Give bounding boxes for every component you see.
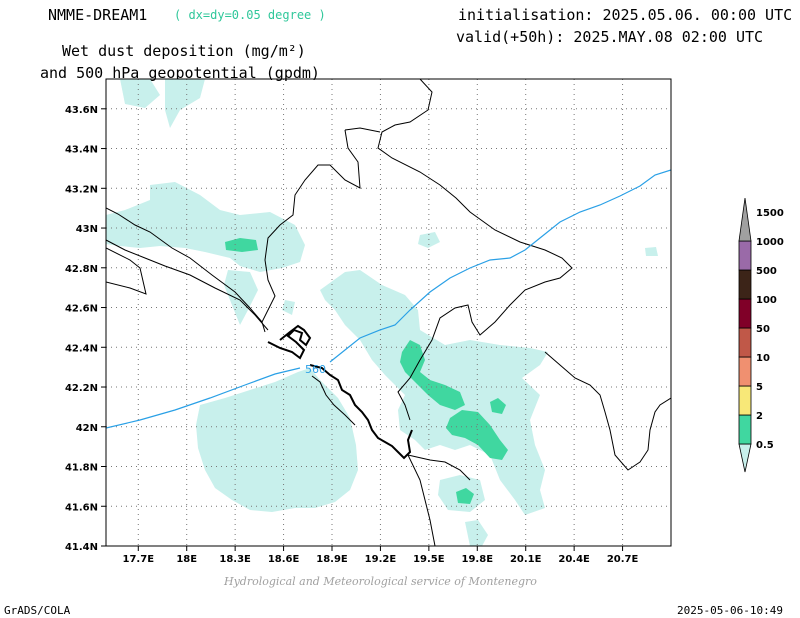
coastline-detail <box>311 375 356 426</box>
lon-tick-label: 18.9E <box>316 554 348 565</box>
model-name: NMME-DREAM1 <box>48 6 148 24</box>
colorbar-label: 10 <box>756 353 770 364</box>
dust-area-2 <box>456 488 474 504</box>
colorbar-swatch <box>738 197 752 242</box>
lon-tick-label: 20.1E <box>510 554 542 565</box>
contour-label: 560 <box>305 363 326 376</box>
dust-area-0.5 <box>106 182 305 272</box>
dust-area-0.5 <box>165 79 205 128</box>
border-line <box>544 351 671 471</box>
lat-tick-label: 42.2N <box>65 383 98 394</box>
lon-tick-label: 19.8E <box>462 554 494 565</box>
title-line-2: and 500 hPa geopotential (gpdm) <box>40 64 320 82</box>
grid-lines <box>106 79 671 546</box>
lon-tick-label: 18.6E <box>268 554 300 565</box>
lat-tick-label: 42.4N <box>65 343 98 354</box>
colorbar-label: 0.5 <box>756 440 774 451</box>
lon-tick-label: 19.5E <box>413 554 445 565</box>
lat-tick-label: 43N <box>76 224 98 235</box>
lat-axis: 41.4N 41.6N 41.8N 42N 42.2N 42.4N 42.6N 42.8N 43… <box>65 105 106 553</box>
dust-area-0.5 <box>645 247 658 256</box>
lon-tick-label: 20.7E <box>607 554 639 565</box>
colorbar-swatch <box>738 385 752 416</box>
lon-tick-label: 17.7E <box>123 554 155 565</box>
dust-area-2 <box>225 238 258 252</box>
lat-tick-label: 43.6N <box>65 105 98 116</box>
software-label: GrADS/COLA <box>4 604 71 617</box>
colorbar-label: 1000 <box>756 237 784 248</box>
colorbar-swatch <box>738 443 752 473</box>
title-line-1: Wet dust deposition (mg/m²) <box>62 42 306 60</box>
colorbar-swatch <box>738 356 752 387</box>
colorbar-label: 100 <box>756 295 777 306</box>
colorbar-label: 500 <box>756 266 777 277</box>
colorbar-label: 50 <box>756 324 770 335</box>
plot-timestamp: 2025-05-06-10:49 <box>677 604 783 617</box>
lat-tick-label: 42.6N <box>65 304 98 315</box>
lat-tick-label: 41.8N <box>65 463 98 474</box>
border-line <box>407 454 436 546</box>
lon-axis: 17.7E 18E 18.3E 18.6E 18.9E 19.2E 19.5E 19.8E 20… <box>123 546 639 565</box>
border-line <box>106 247 147 295</box>
lat-tick-label: 41.4N <box>65 542 98 553</box>
initialisation-time: initialisation: 2025.05.06. 00:00 UTC <box>458 6 793 24</box>
lat-tick-label: 42.8N <box>65 264 98 275</box>
plot-frame <box>105 78 672 547</box>
border-line <box>261 129 361 333</box>
colorbar-label: 5 <box>756 382 763 393</box>
valid-time: valid(+50h): 2025.MAY.08 02:00 UTC <box>456 28 764 46</box>
border-line <box>377 79 573 421</box>
colorbar-swatch <box>738 327 752 358</box>
border-line <box>344 127 381 133</box>
lon-tick-label: 20.4E <box>558 554 590 565</box>
dust-area-0.5 <box>224 270 258 325</box>
lat-tick-label: 42N <box>76 423 98 434</box>
lon-tick-label: 18E <box>176 554 197 565</box>
border-line <box>407 454 471 481</box>
dust-area-2 <box>400 340 465 410</box>
coastline <box>267 324 413 460</box>
dust-area-2 <box>490 398 506 414</box>
dust-area-0.5 <box>282 300 295 315</box>
dust-area-0.5 <box>120 79 160 108</box>
resolution-label: ( dx=dy=0.05 degree ) <box>174 8 326 22</box>
colorbar-swatch <box>738 240 752 271</box>
colorbar-swatch <box>738 269 752 300</box>
geopotential-contour-560 <box>106 169 671 429</box>
colorbar-swatch <box>738 298 752 329</box>
border-line <box>106 207 263 323</box>
dust-area-0.5 <box>465 520 488 546</box>
colorbar-label: 1500 <box>756 208 784 219</box>
lon-tick-label: 19.2E <box>365 554 397 565</box>
lat-tick-label: 43.4N <box>65 145 98 156</box>
lat-tick-label: 41.6N <box>65 502 98 513</box>
lat-tick-label: 43.2N <box>65 184 98 195</box>
border-line <box>106 239 269 331</box>
colorbar: 0.5 2 5 10 50 100 500 1000 1500 <box>738 197 784 473</box>
dust-area-0.5 <box>196 368 358 512</box>
lon-tick-label: 18.3E <box>219 554 251 565</box>
credit-text: Hydrological and Meteorological service … <box>224 575 537 588</box>
colorbar-label: 2 <box>756 411 763 422</box>
colorbar-swatch <box>738 414 752 445</box>
country-borders <box>106 79 671 546</box>
